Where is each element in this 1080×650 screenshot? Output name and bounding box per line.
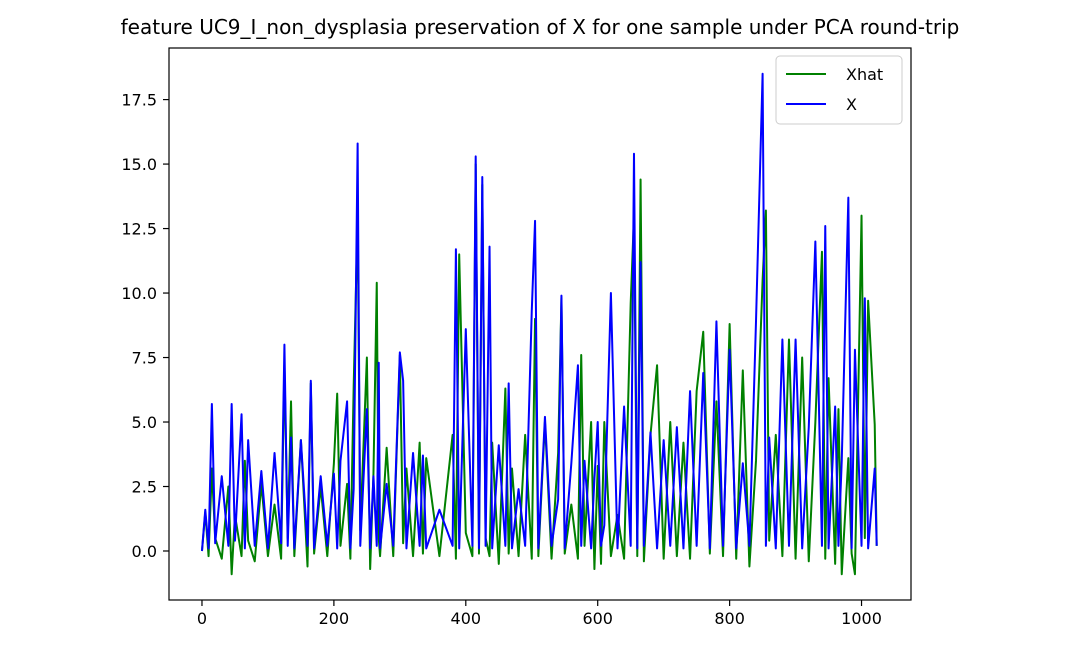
y-tick-label: 0.0 (132, 542, 157, 561)
y-tick-label: 5.0 (132, 413, 157, 432)
y-tick-label: 7.5 (132, 349, 157, 368)
y-tick-label: 12.5 (121, 220, 157, 239)
y-tick-label: 2.5 (132, 478, 157, 497)
y-tick-label: 15.0 (121, 155, 157, 174)
legend: Xhat X (775, 55, 903, 125)
x-tick-label: 800 (714, 609, 745, 628)
y-tick-label: 17.5 (121, 91, 157, 110)
x-tick-label: 400 (451, 609, 482, 628)
series-line-x (200, 72, 878, 552)
x-tick-label: 0 (197, 609, 207, 628)
x-axis: 0 200 400 600 800 1000 (197, 600, 882, 628)
series-layer (200, 72, 878, 576)
y-tick-label: 10.0 (121, 284, 157, 303)
y-axis: 0.0 2.5 5.0 7.5 10.0 12.5 15.0 17.5 (121, 91, 169, 561)
plot-frame (168, 47, 912, 601)
x-tick-label: 200 (319, 609, 350, 628)
x-tick-label: 1000 (841, 609, 882, 628)
x-tick-label: 600 (582, 609, 613, 628)
legend-label-x: X (846, 95, 857, 114)
chart-title: feature UC9_I_non_dysplasia preservation… (121, 15, 960, 39)
legend-label-xhat: Xhat (846, 65, 883, 84)
